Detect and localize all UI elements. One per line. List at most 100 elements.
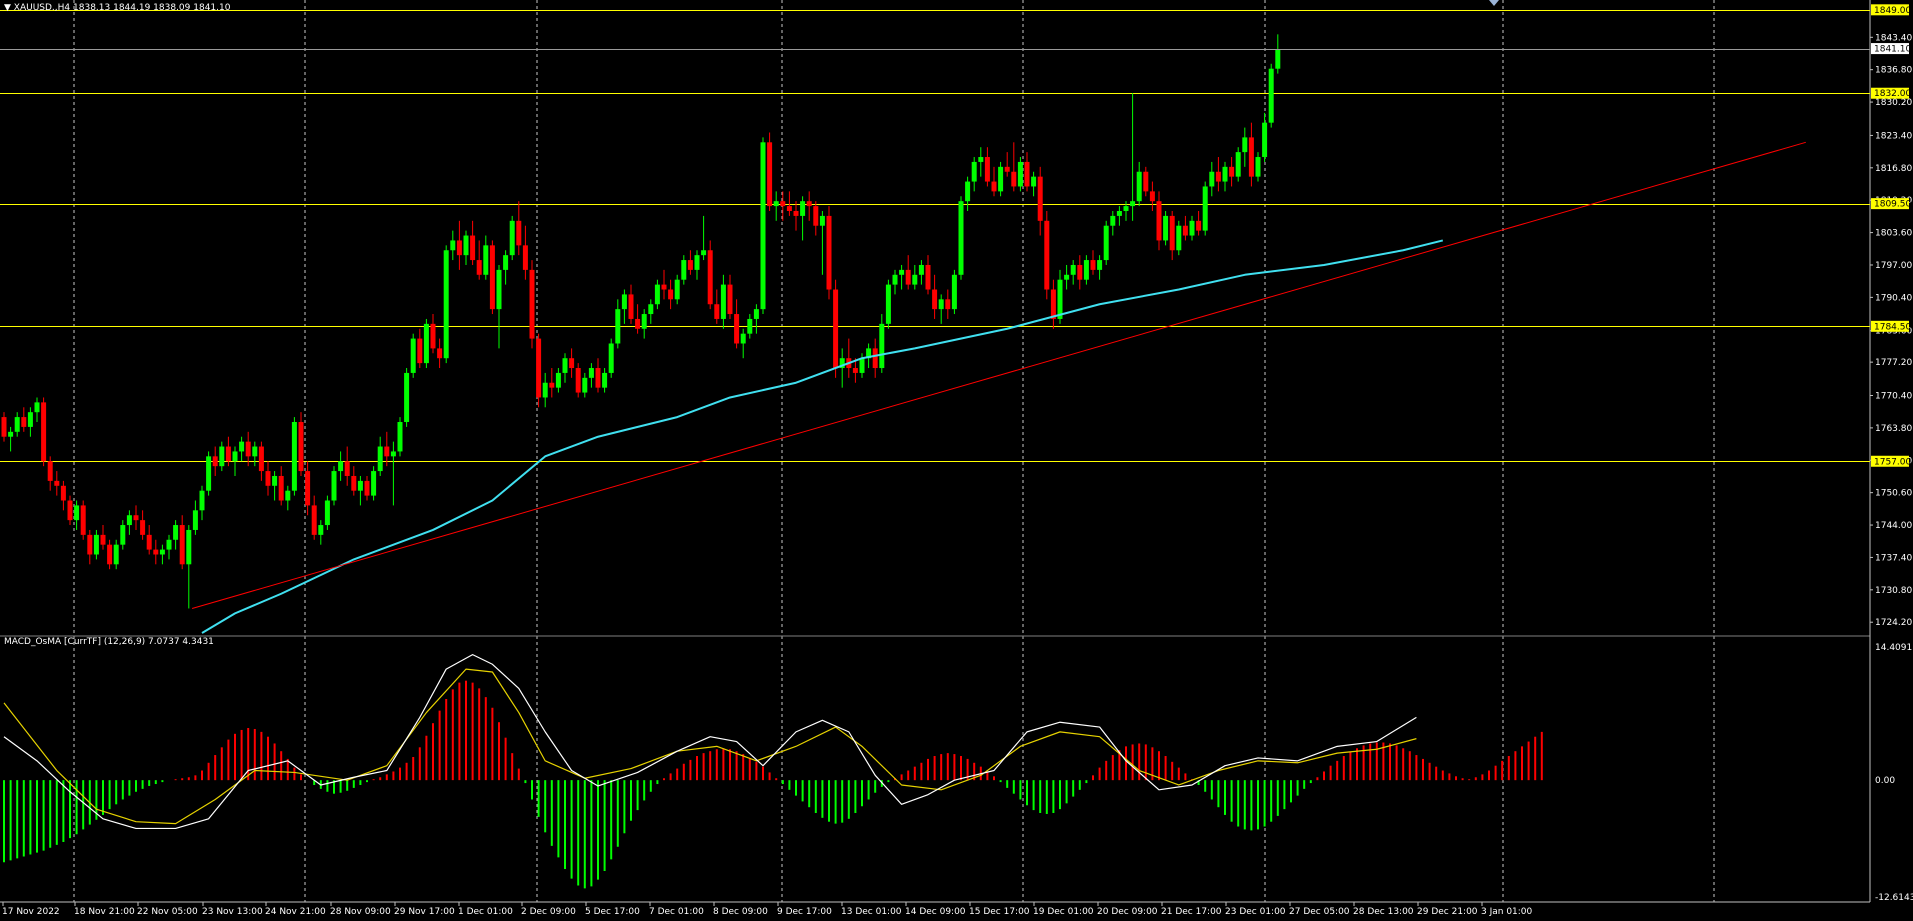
candle-body	[423, 323, 429, 364]
candle-body	[720, 284, 726, 319]
time-axis[interactable]: 17 Nov 2022 18 Nov 21:00 22 Nov 05:00 23 No…	[2, 902, 1533, 917]
time-tick-label: 20 Dec 09:00	[1097, 907, 1158, 917]
candle-body	[1136, 171, 1142, 202]
candle-body	[377, 446, 383, 472]
candle-body	[298, 422, 304, 472]
trendline[interactable]	[191, 141, 1806, 609]
price-tick-label: 1724.20	[1875, 618, 1912, 628]
period-separator-marker[interactable]	[1489, 0, 1499, 6]
candle-body	[694, 255, 700, 270]
candle-body	[305, 471, 311, 506]
price-tick-label: 1836.80	[1875, 66, 1912, 76]
candle-body	[1202, 186, 1208, 231]
candle-body	[338, 461, 344, 472]
time-tick-label: 7 Dec 01:00	[649, 907, 704, 917]
horizontal-levels[interactable]	[0, 10, 1870, 462]
candle-body	[582, 377, 588, 393]
candle-body	[1242, 137, 1248, 153]
level-tag	[1871, 320, 1909, 332]
candle-body	[1130, 201, 1136, 207]
candle-body	[872, 348, 878, 369]
price-tick-label: 1816.80	[1875, 164, 1912, 174]
candle-body	[80, 505, 86, 535]
candle-body	[1275, 49, 1281, 69]
candle-body	[120, 525, 126, 545]
osma-histogram	[3, 680, 1543, 889]
level-tag-label: 1757.00	[1874, 457, 1911, 467]
current-price-tag	[1871, 43, 1909, 55]
candle-body	[740, 333, 746, 344]
level-tag-label: 1784.50	[1874, 322, 1911, 332]
candle-body	[41, 402, 47, 462]
candle-body	[819, 215, 825, 226]
time-tick-label: 18 Nov 21:00	[74, 907, 135, 917]
candle-body	[542, 382, 548, 398]
price-tick-label: 1790.40	[1875, 293, 1912, 303]
candle-body	[1097, 260, 1103, 270]
candle-body	[60, 485, 66, 501]
candle-body	[87, 534, 93, 555]
candle-body	[232, 451, 238, 462]
candle-body	[252, 446, 258, 457]
candle-body	[753, 309, 759, 319]
candle-body	[760, 142, 766, 310]
candle-body	[245, 441, 251, 457]
candle-body	[496, 269, 502, 310]
indicator-info-text: MACD_OsMA [CurrTF] (12,26,9) 7.0737 4.34…	[4, 637, 214, 647]
indicator-tick-label: -12.6143	[1875, 893, 1913, 903]
time-tick-label: 28 Nov 09:00	[330, 907, 391, 917]
candle-body	[192, 510, 198, 530]
candle-body	[212, 456, 218, 467]
price-tick-label: 1763.80	[1875, 424, 1912, 434]
candle-body	[1163, 215, 1169, 241]
candle-body	[615, 309, 621, 344]
candle-body	[1103, 225, 1109, 261]
time-tick-label: 27 Dec 05:00	[1289, 907, 1350, 917]
candle-body	[866, 348, 872, 359]
candle-body	[1176, 225, 1182, 251]
candle-body	[687, 260, 693, 270]
candle-body	[1268, 68, 1274, 123]
collapse-arrow-icon[interactable]: ▼	[4, 3, 11, 13]
candle-body	[707, 250, 713, 305]
candle-body	[522, 245, 528, 270]
time-tick-label: 2 Dec 09:00	[521, 907, 576, 917]
time-tick-label: 24 Nov 21:00	[265, 907, 326, 917]
candle-body	[173, 525, 179, 540]
indicator-tick-label: 0.00	[1875, 776, 1895, 786]
candle-body	[397, 422, 403, 452]
candle-body	[1229, 166, 1235, 177]
candle-body	[14, 417, 20, 432]
candle-body	[951, 274, 957, 310]
candle-body	[1070, 264, 1076, 275]
candle-body	[852, 368, 858, 373]
price-tick-label: 1730.80	[1875, 586, 1912, 596]
candle-body	[800, 201, 806, 216]
candle-body	[1024, 161, 1030, 187]
candle-body	[641, 314, 647, 329]
moving-average-line	[201, 239, 1444, 634]
candle-body	[621, 294, 627, 310]
candle-body	[371, 471, 377, 496]
candle-body	[107, 544, 113, 565]
time-tick-label: 3 Jan 01:00	[1481, 907, 1533, 917]
candle-body	[938, 299, 944, 310]
candle-body	[681, 260, 687, 280]
candlestick-series	[1, 34, 1281, 609]
time-tick-label: 29 Nov 17:00	[394, 907, 455, 917]
candle-body	[417, 338, 423, 364]
candle-body	[932, 289, 938, 310]
time-tick-label: 14 Dec 09:00	[905, 907, 966, 917]
candle-body	[1169, 215, 1175, 251]
candle-body	[885, 284, 891, 324]
candle-body	[1143, 171, 1149, 192]
candle-body	[595, 368, 601, 388]
candle-body	[437, 348, 443, 359]
price-axis[interactable]: 1843.401836.801830.201823.401816.801810.…	[1870, 4, 1913, 903]
candle-body	[159, 549, 165, 555]
candle-body	[113, 544, 119, 565]
candle-body	[384, 446, 390, 457]
time-tick-label: 23 Dec 01:00	[1225, 907, 1286, 917]
